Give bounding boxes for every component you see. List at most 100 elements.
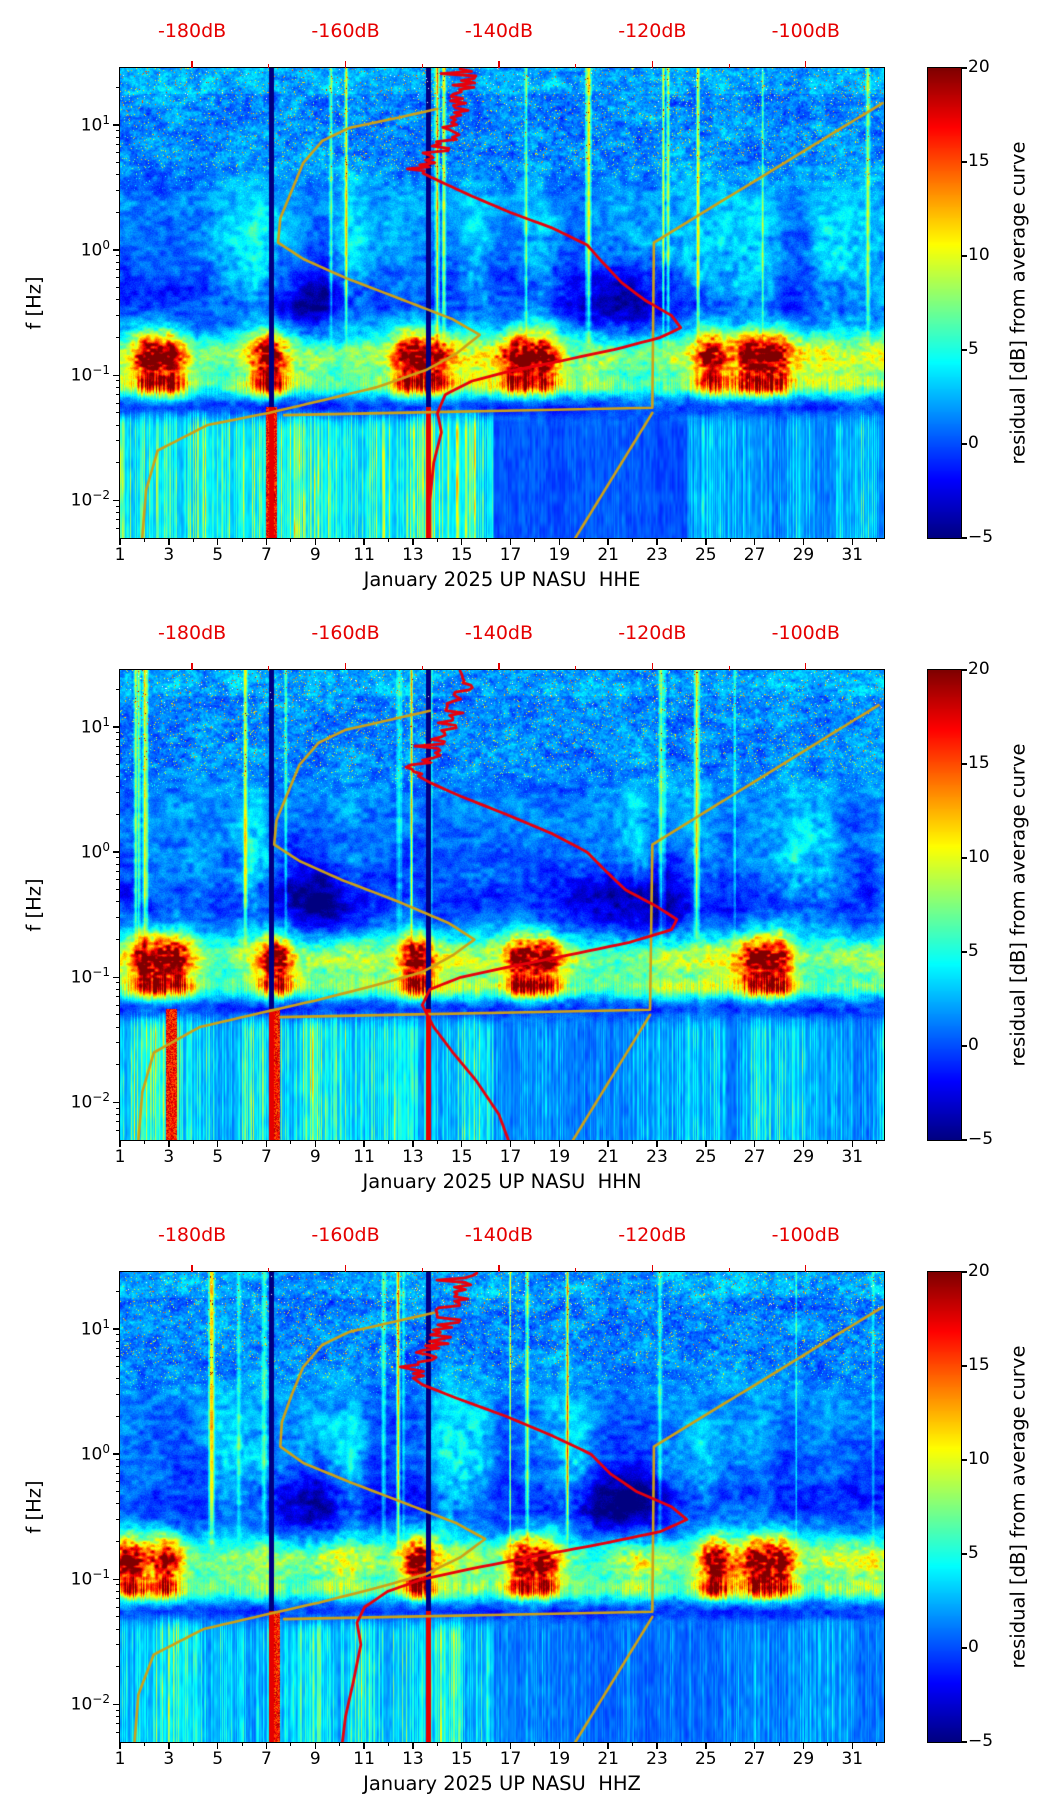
top-axis-minor-tick (575, 64, 577, 68)
top-axis-db-label: -180dB (157, 20, 227, 42)
y-minor-tick (116, 505, 120, 507)
y-tick-label: 100 (80, 238, 110, 261)
y-minor-tick (116, 889, 120, 891)
colorbar-tick-label: 10 (968, 847, 990, 867)
y-minor-tick (116, 1519, 120, 1521)
x-major-tick (558, 1742, 561, 1749)
x-major-tick (216, 538, 219, 545)
top-axis-db-label: -140dB (464, 622, 534, 644)
top-axis-db-label: -180dB (157, 1224, 227, 1246)
x-minor-tick (827, 538, 829, 542)
y-minor-tick (116, 277, 120, 279)
x-major-tick (168, 538, 170, 545)
y-major-tick (113, 249, 120, 251)
top-axis-minor-tick (268, 64, 270, 68)
y-minor-tick (116, 386, 120, 388)
x-minor-tick (290, 538, 292, 542)
x-tick-label: 17 (499, 545, 522, 565)
x-major-tick (363, 1742, 365, 1749)
x-tick-label: 29 (792, 545, 815, 565)
colorbar-tick (961, 857, 967, 859)
colorbar-tick-label: 10 (968, 245, 990, 265)
x-minor-tick (485, 1140, 487, 1144)
y-tick-label: 100 (80, 1442, 110, 1465)
x-tick-label: 17 (499, 1147, 522, 1167)
colorbar-tick (961, 1271, 967, 1273)
x-major-tick (461, 1742, 463, 1749)
x-major-tick (705, 1742, 707, 1749)
x-major-tick (851, 1742, 853, 1749)
x-minor-tick (192, 1140, 194, 1144)
y-minor-tick (116, 1064, 120, 1066)
y-tick-label: 101 (80, 715, 110, 738)
x-tick-label: 15 (450, 1147, 473, 1167)
colorbar-tick-label: 0 (968, 433, 979, 453)
y-minor-tick (116, 143, 120, 145)
y-minor-tick (116, 1290, 120, 1292)
x-tick-label: 25 (694, 545, 717, 565)
y-minor-tick (116, 1644, 120, 1646)
y-minor-tick (116, 287, 120, 289)
x-tick-label: 3 (163, 1749, 175, 1769)
x-major-tick (656, 538, 658, 545)
x-axis-title: January 2025 UP NASU HHN (362, 1170, 642, 1193)
x-major-tick (558, 538, 561, 545)
y-minor-tick (116, 1473, 120, 1475)
x-major-tick (412, 1140, 414, 1147)
colorbar-tick-label: 5 (968, 339, 979, 359)
x-major-tick (119, 1742, 121, 1749)
x-major-tick (168, 1140, 170, 1147)
top-axis-db-label: -180dB (157, 622, 227, 644)
x-major-tick (705, 1140, 707, 1147)
x-minor-tick (632, 1742, 634, 1746)
top-axis-major-tick (498, 663, 500, 670)
x-minor-tick (632, 1140, 634, 1144)
x-minor-tick (387, 538, 389, 542)
y-major-tick (113, 1101, 120, 1104)
y-major-tick (113, 499, 120, 502)
x-tick-label: 11 (353, 1147, 375, 1167)
top-axis-db-label: -100dB (771, 622, 840, 644)
x-tick-label: 27 (743, 545, 766, 565)
y-minor-tick (116, 1584, 120, 1586)
x-tick-label: 29 (792, 1147, 815, 1167)
y-minor-tick (116, 738, 120, 740)
top-axis-major-tick (805, 1265, 807, 1272)
colorbar-tick (961, 255, 967, 257)
x-tick-label: 1 (114, 1147, 126, 1167)
colorbar-tick (961, 1741, 967, 1743)
y-minor-tick (116, 1731, 120, 1733)
x-major-tick (363, 538, 365, 545)
x-minor-tick (387, 1140, 389, 1144)
x-major-tick (314, 538, 316, 545)
colorbar-tick-label: 5 (968, 1543, 979, 1563)
y-minor-tick (116, 1481, 120, 1483)
x-major-tick (558, 1140, 561, 1147)
top-axis-major-tick (805, 61, 807, 68)
x-tick-label: 27 (743, 1749, 766, 1769)
y-minor-tick (116, 871, 120, 873)
y-minor-tick (116, 1356, 120, 1358)
x-tick-label: 7 (261, 1749, 272, 1769)
x-minor-tick (583, 1140, 585, 1144)
y-minor-tick (116, 1129, 120, 1131)
x-major-tick (461, 1140, 463, 1147)
y-minor-tick (116, 1465, 120, 1467)
top-axis-minor-tick (421, 64, 423, 68)
colorbar-tick (961, 1365, 967, 1367)
y-minor-tick (116, 1121, 120, 1123)
y-axis-label: f [Hz] (22, 878, 46, 932)
y-minor-tick (116, 261, 120, 263)
y-minor-tick (116, 462, 120, 464)
x-tick-label: 9 (309, 1749, 321, 1769)
top-axis-db-label: -120dB (618, 1224, 687, 1246)
x-major-tick (656, 1140, 658, 1147)
x-minor-tick (143, 1742, 145, 1746)
y-minor-tick (116, 901, 120, 903)
x-tick-label: 21 (597, 545, 619, 565)
y-minor-tick (116, 754, 120, 756)
x-minor-tick (485, 538, 487, 542)
y-minor-tick (116, 412, 120, 414)
x-major-tick (607, 1140, 609, 1147)
